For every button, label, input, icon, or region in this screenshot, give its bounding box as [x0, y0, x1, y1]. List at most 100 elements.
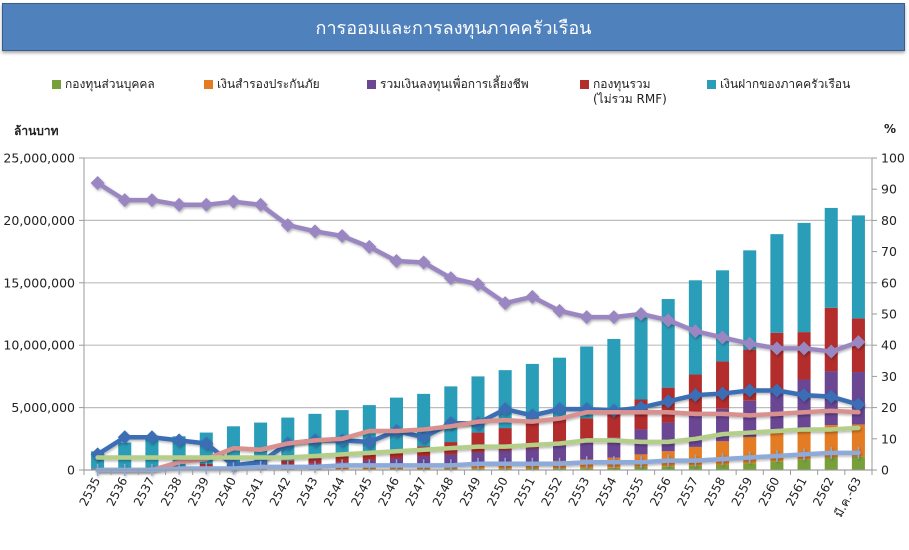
right-tick-label: 0	[881, 463, 889, 478]
legend-item-mutual-fund: กองทุนรวม (ไม่รวม RMF)	[580, 77, 667, 107]
bar-segment	[851, 215, 865, 319]
data-point-marker	[824, 389, 839, 404]
bar-segment	[661, 466, 675, 470]
bar-segment	[743, 463, 757, 470]
data-point-marker	[715, 386, 730, 401]
left-tick-label: 25,000,000	[3, 151, 75, 166]
x-tick-label: 2554	[593, 475, 620, 509]
data-point-marker	[117, 193, 132, 208]
bar-segment	[498, 370, 512, 429]
x-tick-label: 2538	[158, 475, 185, 509]
bar-segment	[580, 441, 594, 460]
legend-swatch	[204, 80, 213, 89]
bar-segment	[389, 449, 404, 459]
data-point-marker	[199, 436, 214, 451]
bar-stack	[743, 250, 757, 470]
bar-segment	[661, 299, 675, 388]
data-point-marker	[172, 433, 187, 448]
left-tick-label: 5,000,000	[11, 400, 75, 415]
bar-segment	[525, 448, 539, 463]
data-point-marker	[552, 303, 567, 318]
data-point-marker	[498, 402, 513, 417]
bar-segment	[716, 361, 730, 409]
x-tick-label: 2559	[729, 475, 756, 509]
bar-segment	[634, 466, 648, 470]
bar-segment	[743, 250, 757, 350]
x-tick-label: 2541	[240, 475, 267, 509]
bar-segment	[824, 425, 838, 458]
left-tick-label: 20,000,000	[3, 213, 75, 228]
x-tick-label: 2539	[185, 475, 212, 509]
bar-segment	[824, 307, 838, 372]
data-point-marker	[443, 271, 458, 286]
data-point-marker	[661, 394, 676, 409]
data-point-marker	[715, 330, 730, 345]
line-series-group	[95, 408, 861, 473]
bar-segment	[254, 422, 268, 463]
bar-segment	[552, 417, 567, 446]
x-tick-label: 2556	[647, 475, 674, 509]
bar-segment	[770, 461, 784, 470]
x-tick-label: 2545	[348, 475, 375, 509]
series-line	[95, 425, 861, 460]
data-point-marker	[824, 344, 839, 359]
data-point-marker	[851, 335, 866, 350]
x-tick-label: 2536	[104, 475, 131, 509]
bar-segment	[145, 438, 159, 468]
data-point-marker	[172, 197, 187, 212]
data-point-marker	[307, 224, 322, 239]
data-point-marker	[335, 229, 350, 243]
data-point-marker	[688, 324, 703, 339]
bar-segment	[797, 428, 811, 460]
right-tick-label: 80	[881, 213, 897, 228]
x-tick-label: 2547	[403, 475, 430, 509]
x-tick-label: 2551	[511, 475, 538, 509]
bar-segment	[851, 424, 865, 457]
data-point-marker	[416, 255, 431, 270]
bar-segment	[743, 400, 757, 437]
data-point-marker	[362, 239, 377, 254]
line-series-group	[95, 425, 861, 460]
right-axis-title: %	[884, 122, 897, 136]
legend-label: กองทุนส่วนบุคคล	[65, 77, 155, 91]
data-point-marker	[552, 402, 567, 417]
data-point-marker	[280, 218, 295, 233]
chart-title: การออมและการลงทุนภาคครัวเรือน	[315, 17, 592, 39]
bar-segment	[444, 386, 458, 443]
x-tick-label: 2537	[131, 475, 158, 509]
bar-segment	[797, 332, 811, 380]
bar-segment	[471, 432, 485, 453]
bar-stack	[716, 270, 730, 470]
bar-segment	[471, 376, 485, 433]
line-series-group	[90, 175, 866, 359]
bar-segment	[634, 316, 648, 400]
data-point-marker	[688, 388, 703, 403]
data-point-marker	[661, 313, 676, 328]
bar-segment	[552, 445, 567, 461]
right-tick-label: 40	[881, 338, 897, 353]
right-tick-label: 70	[881, 244, 897, 259]
data-point-marker	[525, 289, 540, 304]
data-point-marker	[117, 430, 132, 445]
data-point-marker	[416, 430, 431, 445]
x-tick-label: 2543	[294, 475, 321, 509]
bar-segment	[688, 415, 702, 447]
left-tick-label: 15,000,000	[3, 275, 75, 290]
bar-segment	[335, 456, 349, 463]
bar-segment	[362, 452, 376, 461]
x-tick-label: 2544	[321, 475, 348, 509]
data-point-marker	[606, 310, 621, 325]
bar-segment	[716, 270, 730, 362]
bar-segment	[607, 338, 621, 413]
series-line	[95, 408, 861, 473]
legend-swatch	[367, 80, 376, 89]
bar-segment	[580, 468, 594, 470]
right-tick-label: 10	[881, 431, 897, 446]
data-point-marker	[742, 336, 757, 351]
data-point-marker	[226, 194, 241, 209]
data-point-marker	[797, 341, 812, 356]
bar-segment	[716, 465, 730, 470]
x-tick-label: 2546	[375, 475, 402, 509]
left-tick-label: 10,000,000	[3, 338, 75, 353]
